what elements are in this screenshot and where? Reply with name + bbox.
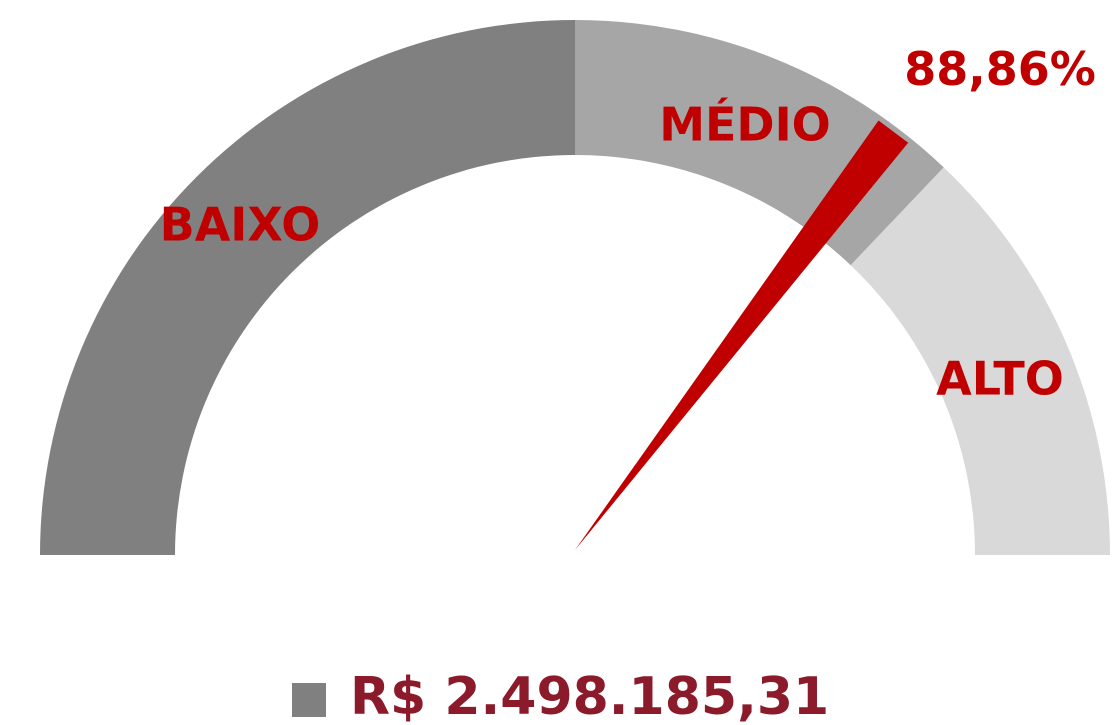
needle bbox=[575, 120, 909, 550]
band-label: BAIXO bbox=[160, 198, 321, 252]
value-label: 88,86% bbox=[904, 42, 1096, 96]
legend-label: R$ 2.498.185,31 bbox=[350, 667, 829, 725]
needle-group bbox=[575, 120, 909, 550]
legend-swatch bbox=[292, 683, 326, 717]
band-label: MÉDIO bbox=[659, 98, 831, 152]
bands bbox=[40, 20, 1110, 555]
band-label: ALTO bbox=[936, 352, 1064, 406]
gauge-band bbox=[40, 20, 575, 555]
gauge-band bbox=[850, 167, 1110, 555]
labels: BAIXO MÉDIO ALTO 88,86% bbox=[160, 42, 1096, 406]
